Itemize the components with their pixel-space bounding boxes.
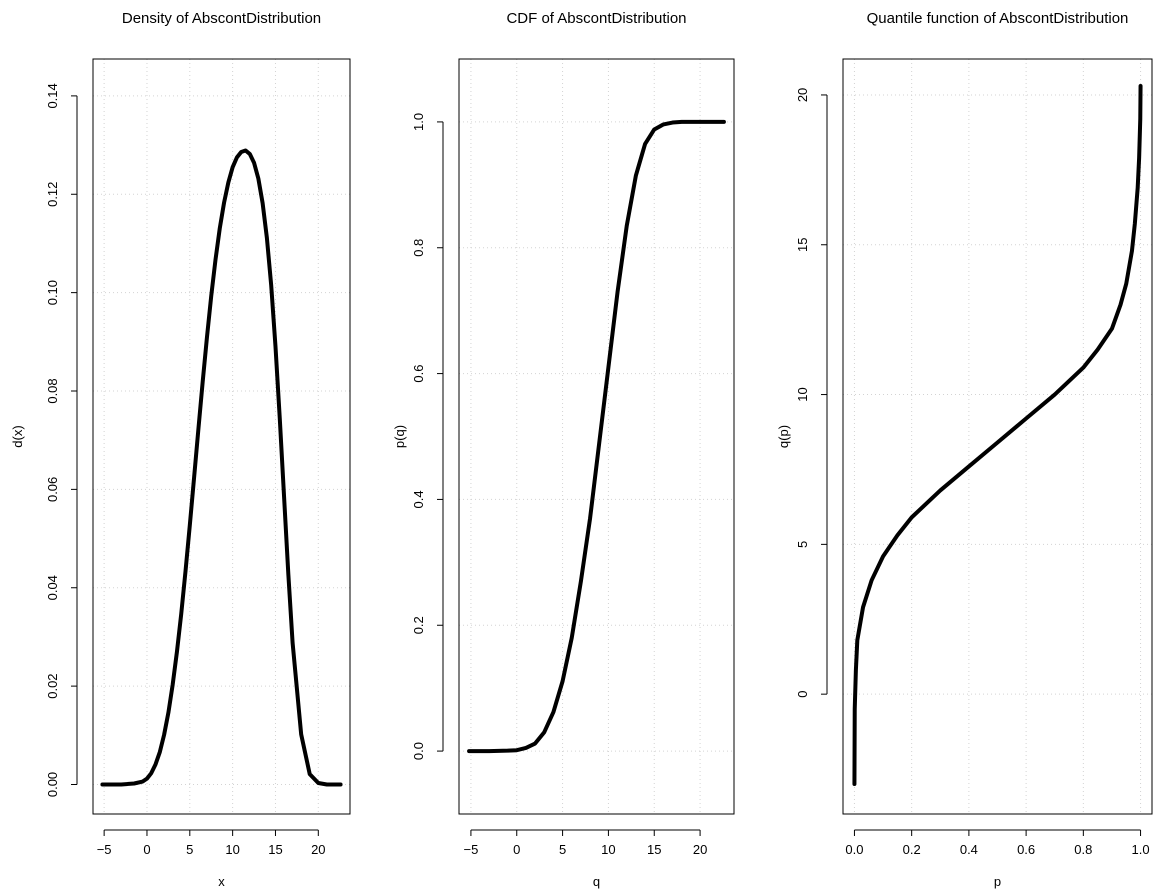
y-axis-label: q(p) — [776, 425, 791, 448]
plot-frame — [92, 58, 351, 815]
series-line — [467, 119, 726, 754]
x-tick-label: 5 — [559, 842, 566, 857]
panel-3: 0.0 0.2 0.4 0.6 0.8 1.0 0 5 10 15 20 Quantile funct… — [776, 10, 1153, 889]
x-tick-label: 0.0 — [845, 842, 863, 857]
y-tick-label: 1.0 — [411, 113, 426, 131]
panel-title: CDF of AbscontDistribution — [506, 10, 686, 27]
x-tick-label: 15 — [268, 842, 282, 857]
x-tick-label: 0.6 — [1017, 842, 1035, 857]
y-tick-label: 0.06 — [45, 477, 60, 502]
plot-frame — [842, 58, 1153, 815]
x-tick-label: 0 — [513, 842, 520, 857]
x-tick-label: 0.4 — [960, 842, 978, 857]
y-tick-label: 0.00 — [45, 772, 60, 797]
x-tick-label: −5 — [97, 842, 112, 857]
x-tick-label: 20 — [311, 842, 325, 857]
x-tick-label: 15 — [647, 842, 661, 857]
x-tick-label: 1.0 — [1132, 842, 1150, 857]
y-tick-label: 0.08 — [45, 378, 60, 403]
x-tick-label: 20 — [693, 842, 707, 857]
x-tick-label: 0 — [143, 842, 150, 857]
y-tick-label: 5 — [795, 541, 810, 548]
y-tick-label: 0.02 — [45, 673, 60, 698]
x-tick-label: 0.2 — [903, 842, 921, 857]
series-line — [100, 148, 343, 787]
y-tick-label: 0.14 — [45, 83, 60, 108]
y-tick-label: 0.6 — [411, 365, 426, 383]
y-tick-label: 0.4 — [411, 490, 426, 508]
x-tick-label: 5 — [186, 842, 193, 857]
y-tick-label: 0 — [795, 691, 810, 698]
x-tick-label: −5 — [464, 842, 479, 857]
y-tick-label: 10 — [795, 387, 810, 401]
y-tick-label: 15 — [795, 238, 810, 252]
x-axis-label: p — [994, 874, 1001, 889]
y-axis-label: p(q) — [392, 425, 407, 448]
series-line — [852, 83, 1143, 787]
panel-2: −5 0 5 10 15 20 0.0 0.2 0.4 0.6 0.8 1.0 CDF of Absco… — [392, 10, 735, 889]
panel-1: −5 0 5 10 15 20 0.00 0.02 0.04 0.06 0.08 0.10 0.12 0.… — [10, 10, 351, 889]
y-tick-label: 0.04 — [45, 575, 60, 600]
y-axis-label: d(x) — [10, 425, 25, 447]
y-tick-label: 0.10 — [45, 280, 60, 305]
y-tick-label: 0.2 — [411, 616, 426, 634]
panel-title: Quantile function of AbscontDistribution — [867, 10, 1129, 27]
x-tick-label: 10 — [225, 842, 239, 857]
plot-frame — [458, 58, 735, 815]
y-tick-label: 0.12 — [45, 182, 60, 207]
x-tick-label: 10 — [601, 842, 615, 857]
panel-title: Density of AbscontDistribution — [122, 10, 321, 27]
y-tick-label: 0.8 — [411, 239, 426, 257]
x-tick-label: 0.8 — [1074, 842, 1092, 857]
y-tick-label: 20 — [795, 88, 810, 102]
x-axis-label: q — [593, 874, 600, 889]
x-axis-label: x — [218, 874, 225, 889]
y-tick-label: 0.0 — [411, 742, 426, 760]
